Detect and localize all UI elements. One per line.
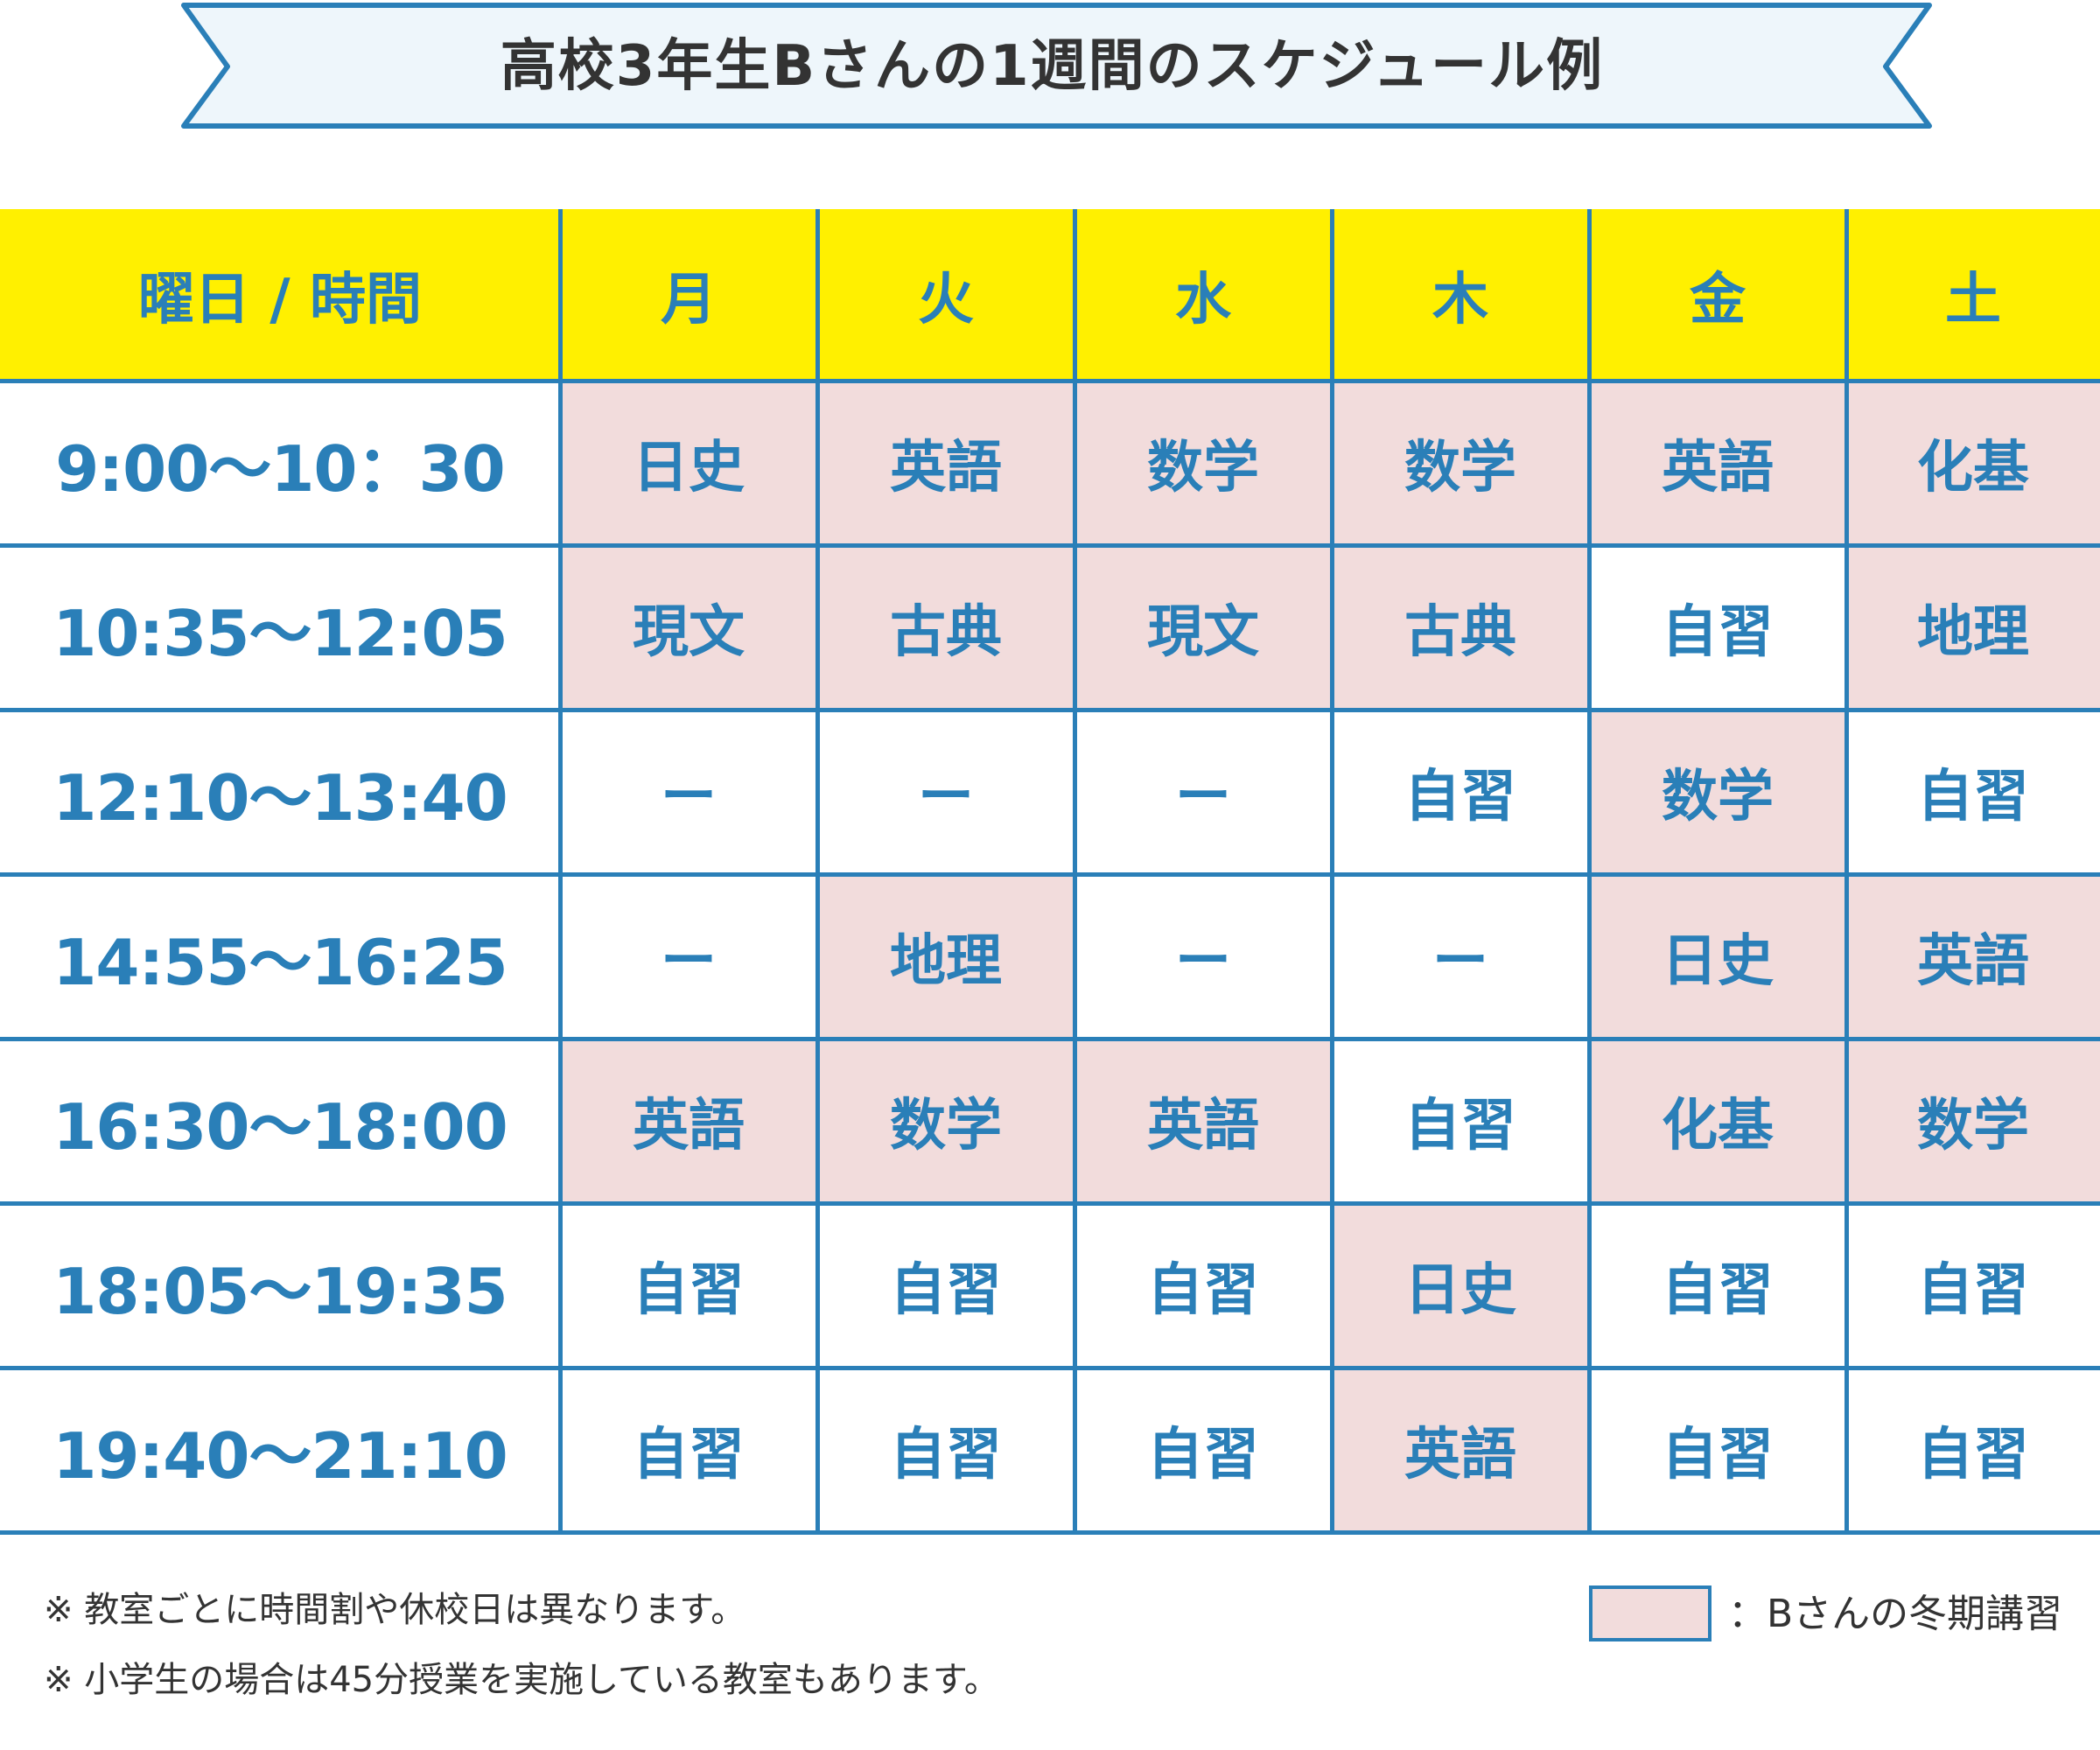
schedule-table: 曜日 / 時間月火水木金土 9:00〜10：30 日史 英語 数学 数学 英語 化基 10:35… bbox=[0, 209, 2100, 1535]
subject-cell: 日史 bbox=[1589, 874, 1846, 1039]
page-title: 高校3年生Bさんの1週間のスケジュール例 bbox=[500, 34, 1605, 99]
grid-line bbox=[1330, 209, 1334, 1532]
footnote: ※ 小学生の場合は45分授業を実施している教室もあります。 bbox=[44, 1660, 999, 1700]
subject-cell: 化基 bbox=[1846, 381, 2100, 545]
day-header: 月 bbox=[560, 209, 817, 381]
subject-cell: 英語 bbox=[1332, 1368, 1589, 1532]
day-header: 木 bbox=[1332, 209, 1589, 381]
subject-cell: 化基 bbox=[1589, 1039, 1846, 1203]
grid-line bbox=[0, 1366, 2100, 1370]
subject-cell: 古典 bbox=[817, 545, 1074, 710]
grid-line bbox=[0, 1037, 2100, 1041]
subject-cell: 自習 bbox=[1404, 765, 1516, 830]
subject-cell: 英語 bbox=[1074, 1039, 1332, 1203]
grid-line bbox=[1073, 209, 1077, 1532]
subject-cell: ー bbox=[1175, 929, 1231, 994]
grid-line bbox=[0, 1530, 2100, 1535]
footnote: ※ 教室ごとに時間割や休校日は異なります。 bbox=[44, 1590, 746, 1630]
subject-cell: ー bbox=[1175, 765, 1231, 830]
subject-cell: 自習 bbox=[1662, 1423, 1774, 1488]
corner-header: 曜日 / 時間 bbox=[0, 209, 560, 381]
subject-cell: 自習 bbox=[1404, 1094, 1516, 1158]
subject-cell: 数学 bbox=[1074, 381, 1332, 545]
subject-cell: ー bbox=[1432, 929, 1488, 994]
time-slot: 18:05〜19:35 bbox=[52, 1254, 508, 1328]
subject-cell: ー bbox=[661, 929, 717, 994]
legend-label: ：Bさんの冬期講習 bbox=[1728, 1592, 2063, 1636]
subject-cell: 自習 bbox=[890, 1423, 1002, 1488]
grid-line bbox=[0, 1201, 2100, 1206]
subject-cell: 日史 bbox=[1332, 1203, 1589, 1368]
subject-cell: ー bbox=[661, 765, 717, 830]
grid-line bbox=[558, 209, 563, 1532]
grid-line bbox=[1844, 209, 1849, 1532]
day-header: 金 bbox=[1589, 209, 1846, 381]
subject-cell: 自習 bbox=[1917, 1423, 2029, 1488]
subject-cell: 数学 bbox=[1846, 1039, 2100, 1203]
title-banner bbox=[181, 3, 1932, 129]
subject-cell: 英語 bbox=[560, 1039, 817, 1203]
legend-swatch bbox=[1589, 1586, 1712, 1642]
subject-cell: 自習 bbox=[1662, 600, 1774, 665]
day-header: 土 bbox=[1846, 209, 2100, 381]
subject-cell: 地理 bbox=[817, 874, 1074, 1039]
grid-line bbox=[0, 872, 2100, 877]
subject-cell: 自習 bbox=[890, 1258, 1002, 1323]
subject-cell: 現文 bbox=[1074, 545, 1332, 710]
grid-line bbox=[1587, 209, 1592, 1532]
subject-cell: 自習 bbox=[1662, 1258, 1774, 1323]
grid-line bbox=[816, 209, 820, 1532]
subject-cell: 自習 bbox=[1147, 1258, 1259, 1323]
day-header: 水 bbox=[1074, 209, 1332, 381]
grid-line bbox=[0, 543, 2100, 548]
time-slot: 14:55〜16:25 bbox=[52, 925, 508, 999]
subject-cell: 数学 bbox=[817, 1039, 1074, 1203]
day-header: 火 bbox=[817, 209, 1074, 381]
subject-cell: 自習 bbox=[1147, 1423, 1259, 1488]
subject-cell: 自習 bbox=[1917, 1258, 2029, 1323]
subject-cell: 自習 bbox=[1917, 765, 2029, 830]
subject-cell: ー bbox=[918, 765, 974, 830]
subject-cell: 自習 bbox=[633, 1258, 745, 1323]
subject-cell: 日史 bbox=[560, 381, 817, 545]
subject-cell: 英語 bbox=[1846, 874, 2100, 1039]
time-slot: 9:00〜10：30 bbox=[55, 431, 505, 506]
time-slot: 16:30〜18:00 bbox=[52, 1089, 508, 1164]
grid-line bbox=[0, 379, 2100, 383]
subject-cell: 自習 bbox=[633, 1423, 745, 1488]
time-slot: 19:40〜21:10 bbox=[52, 1418, 508, 1493]
subject-cell: 英語 bbox=[1589, 381, 1846, 545]
time-slot: 12:10〜13:40 bbox=[52, 760, 508, 835]
grid-line bbox=[0, 708, 2100, 712]
subject-cell: 数学 bbox=[1332, 381, 1589, 545]
time-slot: 10:35〜12:05 bbox=[52, 596, 508, 670]
subject-cell: 地理 bbox=[1846, 545, 2100, 710]
subject-cell: 英語 bbox=[817, 381, 1074, 545]
subject-cell: 数学 bbox=[1589, 710, 1846, 874]
footnotes: ※ 教室ごとに時間割や休校日は異なります。 ※ 小学生の場合は45分授業を実施し… bbox=[44, 1575, 999, 1715]
subject-cell: 古典 bbox=[1332, 545, 1589, 710]
subject-cell: 現文 bbox=[560, 545, 817, 710]
